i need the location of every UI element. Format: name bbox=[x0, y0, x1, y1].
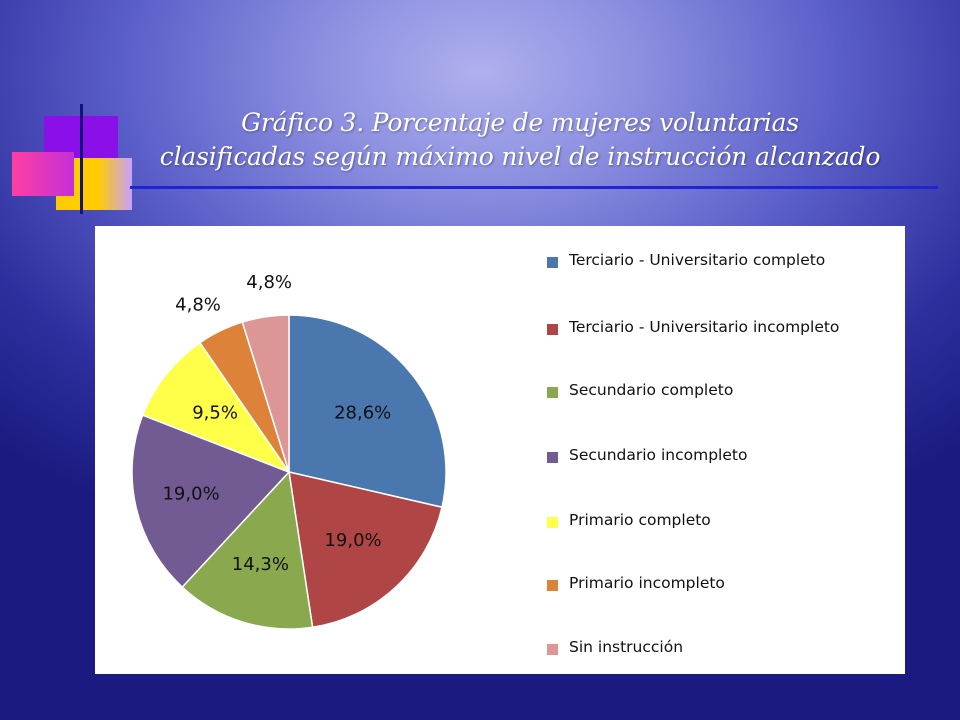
pie-slice-4 bbox=[131, 414, 291, 589]
pie-slice-5 bbox=[141, 341, 292, 474]
legend-label-6: Primario incompleto bbox=[569, 574, 725, 592]
pie-data-label-5: 9,5% bbox=[192, 403, 238, 424]
pie-slice-7 bbox=[241, 314, 290, 473]
pie-slice-3 bbox=[181, 470, 314, 630]
pie-chart: 28,6% 19,0% 14,3% 19,0% 9,5% 4,8% 4,8% bbox=[131, 272, 447, 630]
legend-swatch-3 bbox=[547, 387, 558, 398]
legend-swatch-5 bbox=[547, 517, 558, 528]
slide-title: Gráfico 3. Porcentaje de mujeres volunta… bbox=[120, 106, 920, 174]
decorative-magenta-square bbox=[12, 152, 74, 196]
legend-label-2: Terciario - Universitario incompleto bbox=[569, 318, 840, 336]
pie-data-label-2: 19,0% bbox=[324, 530, 381, 551]
pie-slice-1 bbox=[288, 314, 447, 509]
decorative-vertical-line bbox=[80, 104, 83, 214]
legend-label-7: Sin instrucción bbox=[569, 638, 684, 656]
legend-swatch-6 bbox=[547, 580, 558, 591]
legend-swatch-4 bbox=[547, 452, 558, 463]
legend-swatch-2 bbox=[547, 324, 558, 335]
pie-data-label-1: 28,6% bbox=[334, 402, 391, 423]
slide-title-line-1: Gráfico 3. Porcentaje de mujeres volunta… bbox=[241, 108, 799, 137]
legend-label-5: Primario completo bbox=[569, 511, 711, 529]
slide-title-line-2: clasificadas según máximo nivel de instr… bbox=[159, 142, 881, 171]
legend-label-1: Terciario - Universitario completo bbox=[569, 251, 826, 269]
title-underline-rule bbox=[130, 186, 938, 189]
legend-label-3: Secundario completo bbox=[569, 381, 734, 399]
pie-data-label-7: 4,8% bbox=[246, 272, 292, 293]
legend-swatch-7 bbox=[547, 644, 558, 655]
pie-data-label-4: 19,0% bbox=[162, 484, 219, 505]
pie-slice-2 bbox=[288, 471, 443, 629]
pie-data-label-3: 14,3% bbox=[232, 554, 289, 575]
legend-label-4: Secundario incompleto bbox=[569, 446, 748, 464]
pie-data-label-6: 4,8% bbox=[175, 294, 221, 315]
pie-chart-panel: 28,6% 19,0% 14,3% 19,0% 9,5% 4,8% 4,8% Terciar… bbox=[95, 226, 905, 674]
legend-swatch-1 bbox=[547, 257, 558, 268]
